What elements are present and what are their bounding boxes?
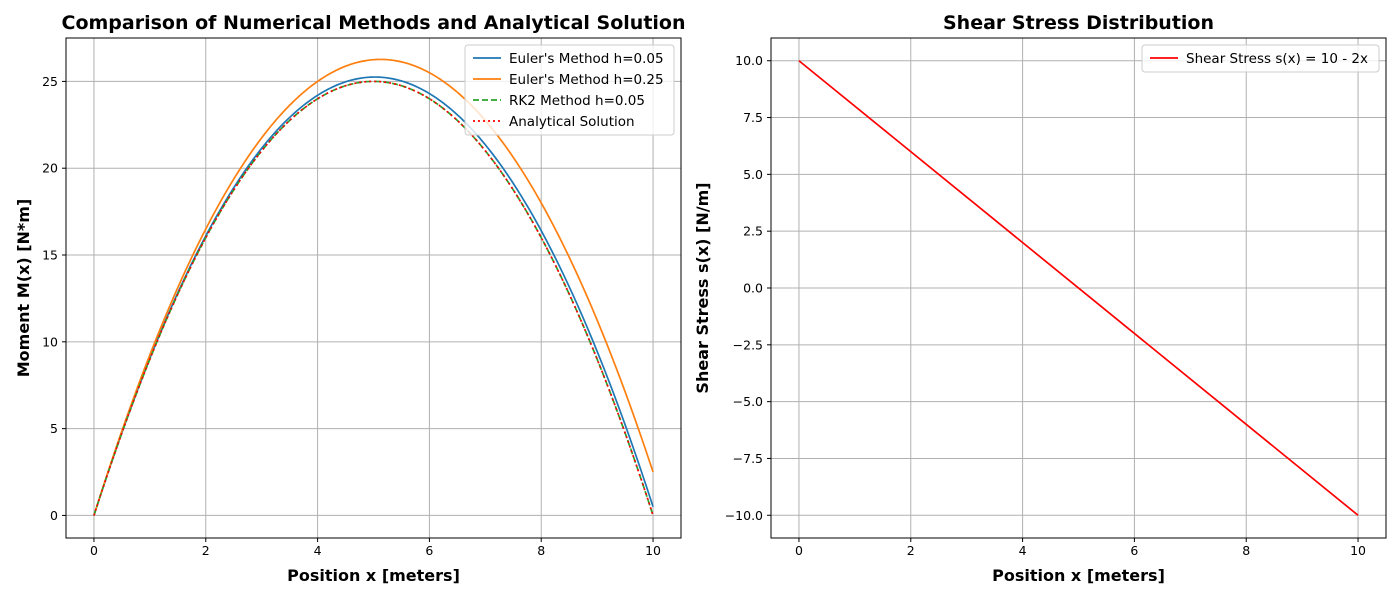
x-tick-label: 6: [1130, 543, 1138, 558]
legend-label: Shear Stress s(x) = 10 - 2x: [1186, 51, 1368, 67]
y-tick-label: 20: [42, 161, 58, 176]
x-tick-label: 4: [1019, 543, 1027, 558]
axes-frame: [65, 37, 682, 539]
legend-box: [1141, 44, 1380, 73]
legend: Euler's Method h=0.05 Euler's Method h=0.…: [464, 44, 675, 136]
y-tick-label: 5: [50, 421, 58, 436]
series-line-1: [93, 58, 654, 516]
x-tick-label: 10: [1350, 543, 1366, 558]
y-tick-label: 2.5: [743, 224, 763, 239]
y-tick-label: −2.5: [733, 337, 763, 352]
x-tick-label: 8: [1242, 543, 1250, 558]
y-axis-label: Moment M(x) [N*m]: [14, 199, 33, 378]
moment-chart: 0 2 4 6 8 10 0 5 10 15 20 25 Comparison of Numerical…: [14, 12, 686, 585]
x-tick-label: 2: [907, 543, 915, 558]
series-line-3: [93, 80, 654, 516]
series-line-0: [798, 60, 1359, 516]
y-tick-label: 15: [42, 248, 58, 263]
y-axis-label: Shear Stress s(x) [N/m]: [693, 182, 712, 393]
x-tick-label: 4: [314, 543, 322, 558]
x-tick-label: 2: [202, 543, 210, 558]
legend-label: Analytical Solution: [509, 114, 635, 130]
x-axis-label: Position x [meters]: [992, 566, 1165, 585]
x-tick-label: 0: [90, 543, 98, 558]
series-group: [93, 58, 654, 516]
y-tick-label: −10.0: [725, 508, 763, 523]
x-tick-label: 0: [795, 543, 803, 558]
x-tick-label: 8: [537, 543, 545, 558]
series-line-2: [93, 80, 654, 516]
shear-stress-chart: 0 2 4 6 8 10 10.0 7.5 5.0 2.5 0.0 −2.5 −5.0 −7.5 −10.0…: [693, 12, 1387, 585]
legend-box: [464, 44, 675, 136]
x-tick-label: 10: [645, 543, 661, 558]
series-group: [798, 60, 1359, 516]
chart-title: Shear Stress Distribution: [943, 12, 1214, 34]
chart-title: Comparison of Numerical Methods and Anal…: [62, 12, 686, 34]
y-tick-label: 7.5: [743, 110, 763, 125]
legend-label: Euler's Method h=0.05: [509, 51, 664, 67]
y-tick-label: 0.0: [743, 281, 763, 296]
y-tick-label: 0: [50, 508, 58, 523]
legend-label: RK2 Method h=0.05: [509, 93, 645, 109]
y-tick-label: −7.5: [733, 451, 763, 466]
series-line-0: [93, 76, 654, 516]
x-tick-label: 6: [425, 543, 433, 558]
y-tick-label: 25: [42, 74, 58, 89]
x-axis-label: Position x [meters]: [287, 566, 460, 585]
y-tick-label: −5.0: [733, 394, 763, 409]
legend: Shear Stress s(x) = 10 - 2x: [1141, 44, 1380, 73]
legend-label: Euler's Method h=0.25: [509, 72, 664, 88]
y-tick-label: 10.0: [735, 53, 763, 68]
y-tick-label: 5.0: [743, 167, 763, 182]
y-tick-label: 10: [42, 334, 58, 349]
